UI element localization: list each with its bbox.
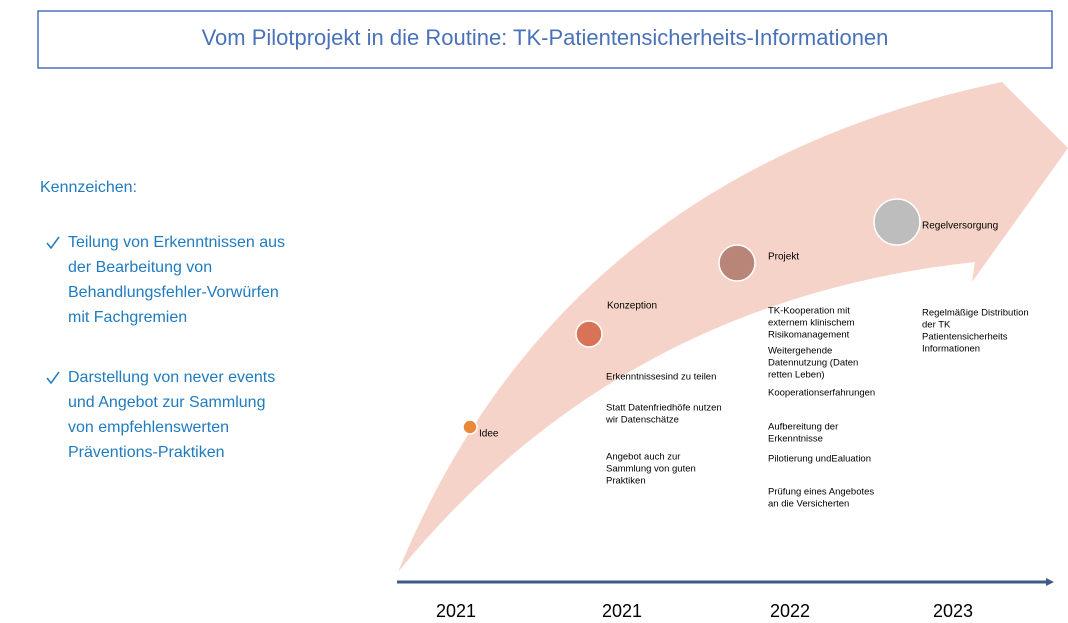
stage-note: Datennutzung (Daten xyxy=(768,358,858,369)
stage-note: an die Versicherten xyxy=(768,499,849,510)
stage-note: Statt Datenfriedhöfe nutzen xyxy=(606,403,722,414)
stage-note: Erkenntnissesind zu teilen xyxy=(606,372,716,383)
stage-marker xyxy=(462,419,478,435)
stage-note: Prüfung eines Angebotes xyxy=(768,487,874,498)
stage-note: Sammlung von guten xyxy=(606,464,696,475)
stage-note: Aufbereitung der xyxy=(768,422,838,433)
check-mark xyxy=(46,236,60,250)
stage-note: TK-Kooperation mit xyxy=(768,306,850,317)
bullet-line: von empfehlenswerten xyxy=(68,419,229,436)
bullet-line: Präventions-Praktiken xyxy=(68,444,225,461)
stage-label: Regelversorgung xyxy=(922,221,998,232)
stage-label: Idee xyxy=(479,429,499,440)
bullet-line: der Bearbeitung von xyxy=(68,259,212,276)
stage-note: Praktiken xyxy=(606,476,646,487)
stage-note: wir Datenschätze xyxy=(605,415,679,426)
stage-note: Informationen xyxy=(922,344,980,355)
bullet-line: Darstellung von never events xyxy=(68,369,275,386)
stage-note: der TK xyxy=(922,320,951,331)
bullet-line: Teilung von Erkenntnissen aus xyxy=(68,234,285,251)
stage-note: Angebot auch zur xyxy=(606,452,680,463)
year-label: 2021 xyxy=(436,601,476,621)
year-label: 2021 xyxy=(602,601,642,621)
year-label: 2023 xyxy=(933,601,973,621)
stage-note: Weitergehende xyxy=(768,346,832,357)
stage-note: retten Leben) xyxy=(768,370,825,381)
growth-arrow xyxy=(398,82,1068,572)
stage-note: externem klinischem xyxy=(768,318,855,329)
stage-label: Projekt xyxy=(768,252,799,263)
sidebar-heading: Kennzeichen: xyxy=(40,179,137,196)
stage-note: Risikomanagement xyxy=(768,330,850,341)
stage-label: Konzeption xyxy=(607,301,657,312)
stage-note: Patientensicherheits xyxy=(922,332,1008,343)
stage-marker xyxy=(718,244,756,282)
check-mark xyxy=(46,371,60,385)
year-label: 2022 xyxy=(770,601,810,621)
bullet-line: Behandlungsfehler-Vorwürfen xyxy=(68,284,279,301)
stage-note: Pilotierung undEaluation xyxy=(768,454,871,465)
bullet-line: mit Fachgremien xyxy=(68,309,187,326)
title: Vom Pilotprojekt in die Routine: TK-Pati… xyxy=(202,25,889,50)
stage-note: Kooperationserfahrungen xyxy=(768,388,875,399)
timeline-arrowhead xyxy=(1046,578,1054,586)
stage-note: Erkenntnisse xyxy=(768,434,823,445)
stage-note: Regelmäßige Distribution xyxy=(922,308,1029,319)
stage-marker xyxy=(575,320,603,348)
stage-marker xyxy=(873,198,921,246)
title-box xyxy=(37,10,1053,69)
bullet-line: und Angebot zur Sammlung xyxy=(68,394,265,411)
